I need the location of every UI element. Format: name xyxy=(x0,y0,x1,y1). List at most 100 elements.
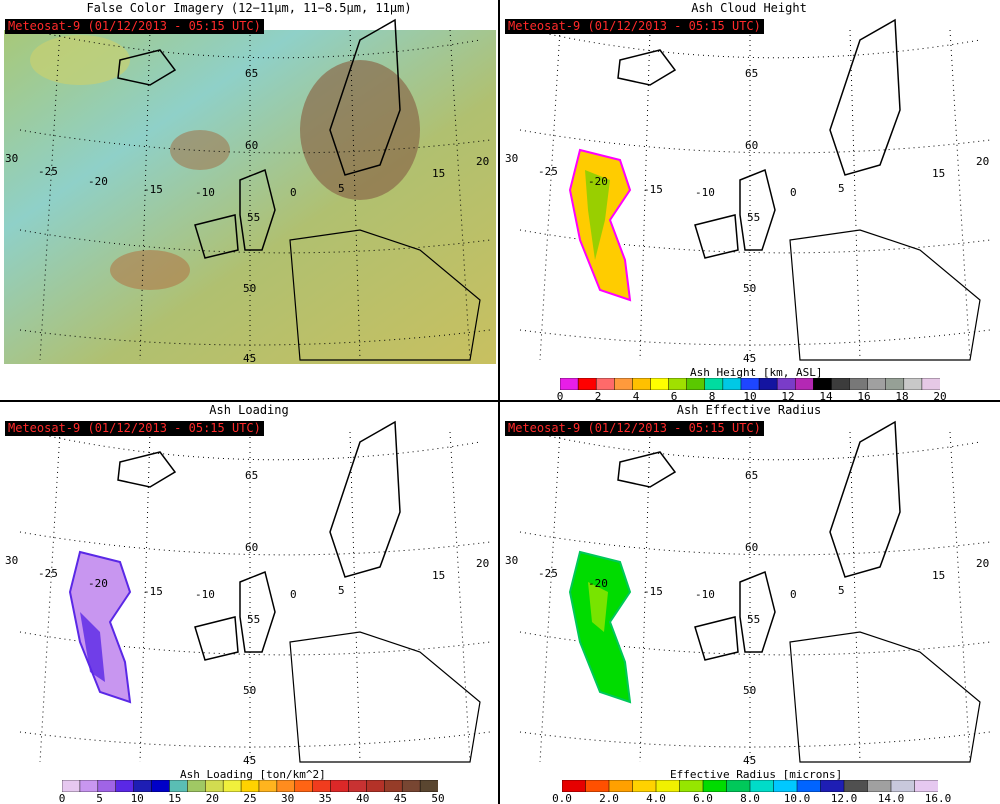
colorbar-swatch xyxy=(773,780,798,792)
lat-label: 45 xyxy=(743,754,757,767)
colorbar-swatch xyxy=(608,780,634,792)
panel-divider-vertical xyxy=(498,0,500,804)
colorbar-tick-label: 8.0 xyxy=(740,792,760,803)
lon-label: -25 xyxy=(38,567,58,580)
colorbar-tick-label: 30 xyxy=(280,792,295,803)
lat-label: 65 xyxy=(245,469,259,482)
colorbar-tick-label: 12 xyxy=(781,390,795,401)
colorbar-tick-label: 0 xyxy=(58,792,66,803)
lon-label: -10 xyxy=(195,588,215,601)
lat-label: 50 xyxy=(243,282,257,295)
satellite-badge: Meteosat-9 (01/12/2013 - 05:15 UTC) xyxy=(505,19,764,34)
colorbar-tick-label: 6 xyxy=(670,390,678,401)
lon-label: 5 xyxy=(838,584,845,597)
colorbar-tick-label: 8 xyxy=(708,390,716,401)
colorbar-swatch xyxy=(849,378,869,390)
lon-label: 30 xyxy=(505,554,519,567)
colorbar-swatch xyxy=(794,378,815,390)
ash-loading-panel: Ash Loading Meteosat-9 (01/12/2013 - 05:… xyxy=(0,402,498,802)
lon-label: -20 xyxy=(588,577,608,590)
colorbar-tick-label: 0 xyxy=(556,390,564,401)
colorbar-swatch xyxy=(222,780,242,792)
colorbar-tick-label: 16 xyxy=(857,390,871,401)
colorbar-swatch xyxy=(204,780,224,792)
colorbar-swatch xyxy=(686,378,706,390)
lon-label: 15 xyxy=(932,569,946,582)
colorbar-swatch xyxy=(614,378,634,390)
colorbar-tick-label: 14.0 xyxy=(877,792,905,803)
colorbar-tick-label: 10 xyxy=(743,390,757,401)
colorbar-swatch xyxy=(632,378,652,390)
colorbar-swatch xyxy=(419,780,438,792)
lon-label: 0 xyxy=(290,186,297,199)
colorbar-swatch xyxy=(240,780,260,792)
colorbar-swatch xyxy=(384,780,403,792)
colorbar-tick-label: 4 xyxy=(632,390,640,401)
panel-title: Ash Loading xyxy=(209,403,289,417)
panel-title: False Color Imagery (12−11μm, 11−8.5μm, … xyxy=(86,1,412,15)
colorbar-swatch xyxy=(312,780,332,792)
colorbar-tick-label: 10.0 xyxy=(783,792,811,803)
ash-height-map xyxy=(519,18,991,361)
colorbar-tick-label: 50 xyxy=(431,792,445,803)
colorbar-swatch xyxy=(668,378,688,390)
lat-label: 65 xyxy=(745,469,759,482)
colorbar-title: Ash Loading [ton/km^2] xyxy=(180,768,326,781)
colorbar-swatch xyxy=(726,780,751,792)
colorbar-swatch xyxy=(632,780,657,792)
colorbar-swatch xyxy=(595,378,616,390)
lat-label: 60 xyxy=(745,139,759,152)
lon-label: -20 xyxy=(88,175,108,188)
lat-label: 65 xyxy=(245,67,259,80)
colorbar-swatch xyxy=(740,378,760,390)
lon-label: -10 xyxy=(695,588,715,601)
panel-title: Ash Effective Radius xyxy=(676,403,822,417)
colorbar-swatch xyxy=(885,378,905,390)
colorbar-swatch xyxy=(348,780,368,792)
lat-label: 55 xyxy=(247,211,261,224)
colorbar-swatch xyxy=(820,780,845,792)
colorbar-tick-label: 16.0 xyxy=(924,792,952,803)
colorbar-tick-label: 4.0 xyxy=(646,792,666,803)
lat-label: 55 xyxy=(747,613,761,626)
lon-label: 20 xyxy=(976,557,990,570)
lon-label: -15 xyxy=(643,183,663,196)
colorbar-tick-label: 0.0 xyxy=(552,792,572,803)
lon-label: 15 xyxy=(432,569,446,582)
colorbar-title: Effective Radius [microns] xyxy=(670,768,843,781)
colorbar-swatch xyxy=(562,780,587,792)
colorbar-tick-label: 20 xyxy=(933,390,947,401)
colorbar-swatch xyxy=(704,378,724,390)
colorbar-tick-label: 2 xyxy=(594,390,602,401)
lat-label: 60 xyxy=(245,541,259,554)
colorbar-swatch xyxy=(169,780,189,792)
lat-label: 45 xyxy=(243,352,257,365)
colorbar-swatch xyxy=(867,780,892,792)
lon-label: -20 xyxy=(588,175,608,188)
ash-radius-map xyxy=(519,420,991,763)
lon-label: -25 xyxy=(38,165,58,178)
colorbar-swatch xyxy=(151,780,171,792)
colorbar-swatch xyxy=(330,780,350,792)
lon-label: 20 xyxy=(476,155,490,168)
lat-label: 65 xyxy=(745,67,759,80)
colorbar-swatch xyxy=(401,780,421,792)
colorbar-swatch xyxy=(585,780,610,792)
colorbar-swatch xyxy=(133,780,153,792)
ash-height-colorbar xyxy=(560,378,940,390)
lon-label: -25 xyxy=(538,567,558,580)
colorbar-swatch xyxy=(560,378,579,390)
colorbar-swatch xyxy=(79,780,99,792)
colorbar-swatch xyxy=(914,780,938,792)
colorbar-tick-label: 20 xyxy=(205,792,220,803)
colorbar-swatch xyxy=(115,780,135,792)
lon-label: -10 xyxy=(195,186,215,199)
colorbar-swatch xyxy=(890,780,916,792)
lon-label: 15 xyxy=(432,167,446,180)
colorbar-tick-label: 12.0 xyxy=(830,792,858,803)
colorbar-swatch xyxy=(722,378,742,390)
lat-label: 55 xyxy=(747,211,761,224)
lon-label: -10 xyxy=(695,186,715,199)
colorbar-swatch xyxy=(650,378,670,390)
lon-label: 5 xyxy=(838,182,845,195)
